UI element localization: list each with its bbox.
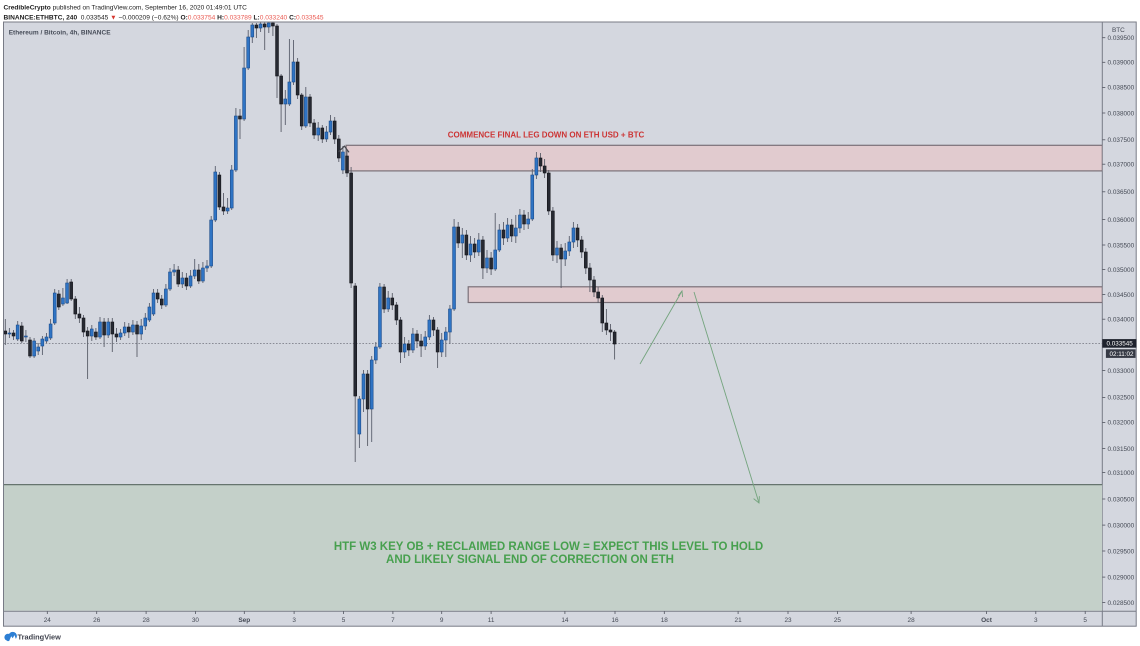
svg-text:30: 30 bbox=[192, 617, 200, 624]
svg-text:5: 5 bbox=[342, 617, 346, 624]
svg-text:0.037500: 0.037500 bbox=[1108, 137, 1135, 144]
svg-text:11: 11 bbox=[488, 617, 495, 624]
svg-text:24: 24 bbox=[44, 617, 52, 624]
svg-text:0.033545: 0.033545 bbox=[1107, 341, 1134, 348]
svg-text:0.031000: 0.031000 bbox=[1108, 470, 1135, 477]
svg-text:0.035500: 0.035500 bbox=[1108, 242, 1135, 249]
svg-text:23: 23 bbox=[784, 617, 792, 624]
svg-text:CredibleCrypto published on Tr: CredibleCrypto published on TradingView.… bbox=[4, 5, 248, 12]
svg-text:0.039500: 0.039500 bbox=[1108, 35, 1135, 42]
svg-text:0.037000: 0.037000 bbox=[1108, 162, 1135, 169]
svg-text:0.031500: 0.031500 bbox=[1108, 446, 1135, 453]
svg-text:16: 16 bbox=[611, 617, 619, 624]
svg-text:0.029500: 0.029500 bbox=[1108, 548, 1135, 555]
svg-text:28: 28 bbox=[143, 617, 151, 624]
svg-text:0.034500: 0.034500 bbox=[1108, 292, 1135, 299]
svg-text:18: 18 bbox=[661, 617, 669, 624]
svg-text:BTC: BTC bbox=[1112, 27, 1125, 34]
svg-text:0.038500: 0.038500 bbox=[1108, 85, 1135, 92]
svg-text:0.038000: 0.038000 bbox=[1108, 110, 1135, 117]
svg-text:Ethereum / Bitcoin, 4h, BINANC: Ethereum / Bitcoin, 4h, BINANCE bbox=[9, 29, 112, 36]
svg-text:0.030000: 0.030000 bbox=[1108, 522, 1135, 529]
svg-text:25: 25 bbox=[834, 617, 842, 624]
svg-text:3: 3 bbox=[1034, 617, 1038, 624]
svg-text:Oct: Oct bbox=[981, 617, 993, 624]
svg-text:5: 5 bbox=[1083, 617, 1087, 624]
svg-text:0.039000: 0.039000 bbox=[1108, 60, 1135, 67]
svg-text:26: 26 bbox=[93, 617, 101, 624]
svg-text:0.030500: 0.030500 bbox=[1108, 496, 1135, 503]
svg-text:7: 7 bbox=[391, 617, 395, 624]
svg-text:0.034000: 0.034000 bbox=[1108, 317, 1135, 324]
svg-text:9: 9 bbox=[440, 617, 444, 624]
svg-text:28: 28 bbox=[908, 617, 916, 624]
svg-text:3: 3 bbox=[292, 617, 296, 624]
svg-text:02:11:02: 02:11:02 bbox=[1110, 351, 1135, 358]
svg-text:0.036500: 0.036500 bbox=[1108, 189, 1135, 196]
svg-text:BINANCE:ETHBTC, 240 0.033545: BINANCE:ETHBTC, 240 0.033545 ▼ −0.000209… bbox=[4, 14, 324, 21]
svg-text:TradingView: TradingView bbox=[18, 632, 62, 641]
svg-text:0.028500: 0.028500 bbox=[1108, 600, 1135, 607]
svg-text:AND LIKELY SIGNAL END OF CORRE: AND LIKELY SIGNAL END OF CORRECTION ON E… bbox=[386, 554, 674, 566]
svg-text:14: 14 bbox=[561, 617, 569, 624]
svg-text:0.036000: 0.036000 bbox=[1108, 217, 1135, 224]
svg-text:0.032500: 0.032500 bbox=[1108, 395, 1135, 402]
svg-text:0.033000: 0.033000 bbox=[1108, 368, 1135, 375]
svg-text:Sep: Sep bbox=[238, 617, 250, 624]
svg-text:HTF W3 KEY OB + RECLAIMED RANG: HTF W3 KEY OB + RECLAIMED RANGE LOW = EX… bbox=[334, 541, 763, 553]
svg-text:21: 21 bbox=[735, 617, 743, 624]
svg-text:0.029000: 0.029000 bbox=[1108, 574, 1135, 581]
svg-text:0.032000: 0.032000 bbox=[1108, 420, 1135, 427]
svg-text:0.035000: 0.035000 bbox=[1108, 267, 1135, 274]
svg-text:COMMENCE FINAL LEG DOWN ON ETH: COMMENCE FINAL LEG DOWN ON ETH USD + BTC bbox=[448, 130, 645, 139]
